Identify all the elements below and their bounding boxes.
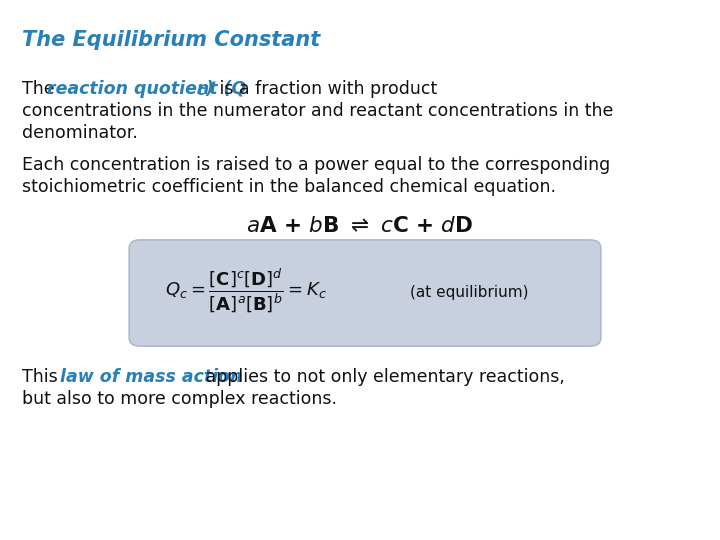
Text: This: This — [22, 368, 63, 386]
Text: ): ) — [205, 80, 213, 98]
Text: reaction quotient (Q: reaction quotient (Q — [47, 80, 246, 98]
Text: The Equilibrium Constant: The Equilibrium Constant — [22, 30, 320, 50]
Text: applies to not only elementary reactions,: applies to not only elementary reactions… — [200, 368, 565, 386]
Text: The: The — [22, 80, 60, 98]
Text: stoichiometric coefficient in the balanced chemical equation.: stoichiometric coefficient in the balanc… — [22, 178, 556, 196]
Text: concentrations in the numerator and reactant concentrations in the: concentrations in the numerator and reac… — [22, 102, 613, 120]
Text: denominator.: denominator. — [22, 124, 138, 142]
Text: $\mathbf{\mathit{Q}}_{\mathbf{\mathit{c}}} = \dfrac{[\mathbf{C}]^{\mathbf{\mathi: $\mathbf{\mathit{Q}}_{\mathbf{\mathit{c}… — [165, 267, 327, 315]
Text: $\mathit{a}$A + $\mathit{b}$B $\rightleftharpoons$ $\mathit{c}$C + $\mathit{d}$D: $\mathit{a}$A + $\mathit{b}$B $\rightlef… — [246, 216, 474, 236]
Text: c: c — [196, 84, 204, 98]
Text: law of mass action: law of mass action — [60, 368, 243, 386]
Text: Each concentration is raised to a power equal to the corresponding: Each concentration is raised to a power … — [22, 156, 611, 174]
Text: but also to more complex reactions.: but also to more complex reactions. — [22, 390, 337, 408]
Text: is a fraction with product: is a fraction with product — [214, 80, 437, 98]
Text: (at equilibrium): (at equilibrium) — [410, 286, 528, 300]
